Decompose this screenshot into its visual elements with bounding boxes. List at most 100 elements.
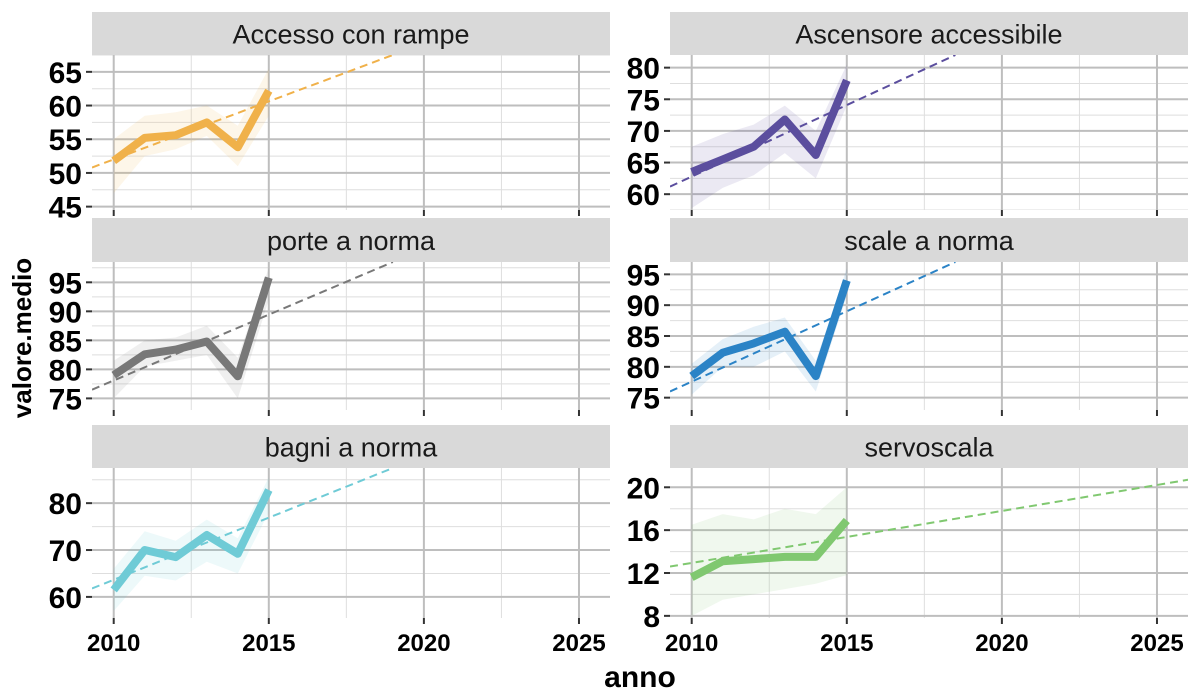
gridlines — [92, 55, 610, 210]
y-tick-label: 75 — [627, 84, 660, 117]
y-tick-label: 75 — [49, 383, 82, 416]
y-tick-label: 90 — [627, 290, 660, 323]
data-layer — [92, 55, 394, 194]
y-tick-label: 80 — [49, 354, 82, 387]
trend-line — [92, 468, 394, 590]
confidence-band — [691, 487, 847, 616]
y-tick-label: 80 — [627, 53, 660, 86]
data-point — [782, 117, 788, 123]
data-layer — [670, 478, 1188, 616]
data-point — [813, 373, 819, 379]
x-tick-label: 2025 — [552, 630, 605, 657]
trend-line — [92, 55, 394, 169]
x-tick-label: 2010 — [87, 630, 140, 657]
y-tick-label: 70 — [627, 116, 660, 149]
data-point — [782, 329, 788, 335]
data-point — [751, 556, 757, 562]
panel-servoscala: servoscala 8 12 16 20 2010 2015 2020 2025 — [627, 425, 1188, 657]
data-point — [782, 554, 788, 560]
data-point — [142, 547, 148, 553]
data-point — [111, 372, 117, 378]
strip-background — [92, 218, 610, 262]
data-point — [235, 551, 241, 557]
data-point — [813, 152, 819, 158]
y-tick-label: 85 — [49, 325, 82, 358]
y-tick-label: 16 — [627, 515, 660, 548]
series-line — [111, 88, 273, 165]
strip-label: Accesso con rampe — [232, 20, 469, 50]
data-point — [204, 119, 210, 125]
gridlines — [670, 262, 1188, 410]
y-tick-label: 12 — [627, 558, 660, 591]
y-tick-label: 60 — [49, 582, 82, 615]
series-line — [689, 517, 850, 581]
data-point — [173, 132, 179, 138]
y-tick-label: 80 — [49, 488, 82, 521]
data-point — [689, 373, 695, 379]
data-point — [173, 554, 179, 560]
y-tick-label: 95 — [49, 267, 82, 300]
y-tick-label: 65 — [49, 57, 82, 90]
strip-label: porte a norma — [267, 226, 436, 256]
strip-background — [670, 218, 1188, 262]
y-tick-label: 20 — [627, 472, 660, 505]
series-line — [690, 78, 851, 176]
data-layer — [670, 262, 956, 395]
strip-background — [92, 425, 610, 468]
data-point — [235, 373, 241, 379]
data-point — [204, 339, 210, 345]
strip-background — [670, 425, 1188, 468]
strip-label: Ascensore accessibile — [795, 20, 1062, 50]
data-point — [813, 554, 819, 560]
data-point — [111, 587, 117, 593]
x-tick-label: 2010 — [665, 630, 718, 657]
series-line — [111, 276, 273, 381]
panel-bagni-a-norma: bagni a norma 60 70 80 2010 2015 2020 2025 — [49, 425, 610, 657]
data-layer — [670, 55, 956, 209]
strip-label: servoscala — [864, 433, 994, 463]
strip-background — [670, 12, 1188, 55]
data-layer — [92, 468, 394, 611]
trend-line — [92, 262, 394, 391]
x-tick-label: 2025 — [1130, 630, 1183, 657]
data-point — [142, 135, 148, 141]
data-point — [111, 158, 117, 164]
series-line — [110, 488, 273, 593]
data-point — [844, 518, 850, 524]
gridlines — [670, 468, 1188, 618]
strip-label: bagni a norma — [265, 433, 439, 463]
data-point — [689, 574, 695, 580]
y-axis-title: valore.medio — [7, 258, 37, 418]
y-tick-label: 60 — [627, 179, 660, 212]
trend-line — [670, 262, 956, 393]
data-point — [844, 77, 850, 83]
gridlines — [92, 468, 610, 618]
strip-label: scale a norma — [844, 226, 1015, 256]
data-point — [173, 347, 179, 353]
x-axis-title: anno — [604, 661, 676, 694]
y-tick-label: 75 — [627, 383, 660, 416]
strip-background — [92, 12, 610, 55]
data-point — [720, 156, 726, 162]
y-tick-label: 50 — [49, 158, 82, 191]
y-tick-label: 70 — [49, 535, 82, 568]
data-point — [720, 558, 726, 564]
data-point — [235, 144, 241, 150]
data-point — [142, 351, 148, 357]
y-tick-label: 65 — [627, 148, 660, 181]
y-tick-label: 45 — [49, 192, 82, 225]
data-point — [689, 169, 695, 175]
y-tick-label: 8 — [643, 601, 660, 634]
x-tick-label: 2020 — [397, 630, 450, 657]
data-point — [720, 350, 726, 356]
y-tick-label: 80 — [627, 352, 660, 385]
data-point — [266, 275, 272, 281]
y-tick-label: 85 — [627, 321, 660, 354]
y-tick-label: 90 — [49, 296, 82, 329]
